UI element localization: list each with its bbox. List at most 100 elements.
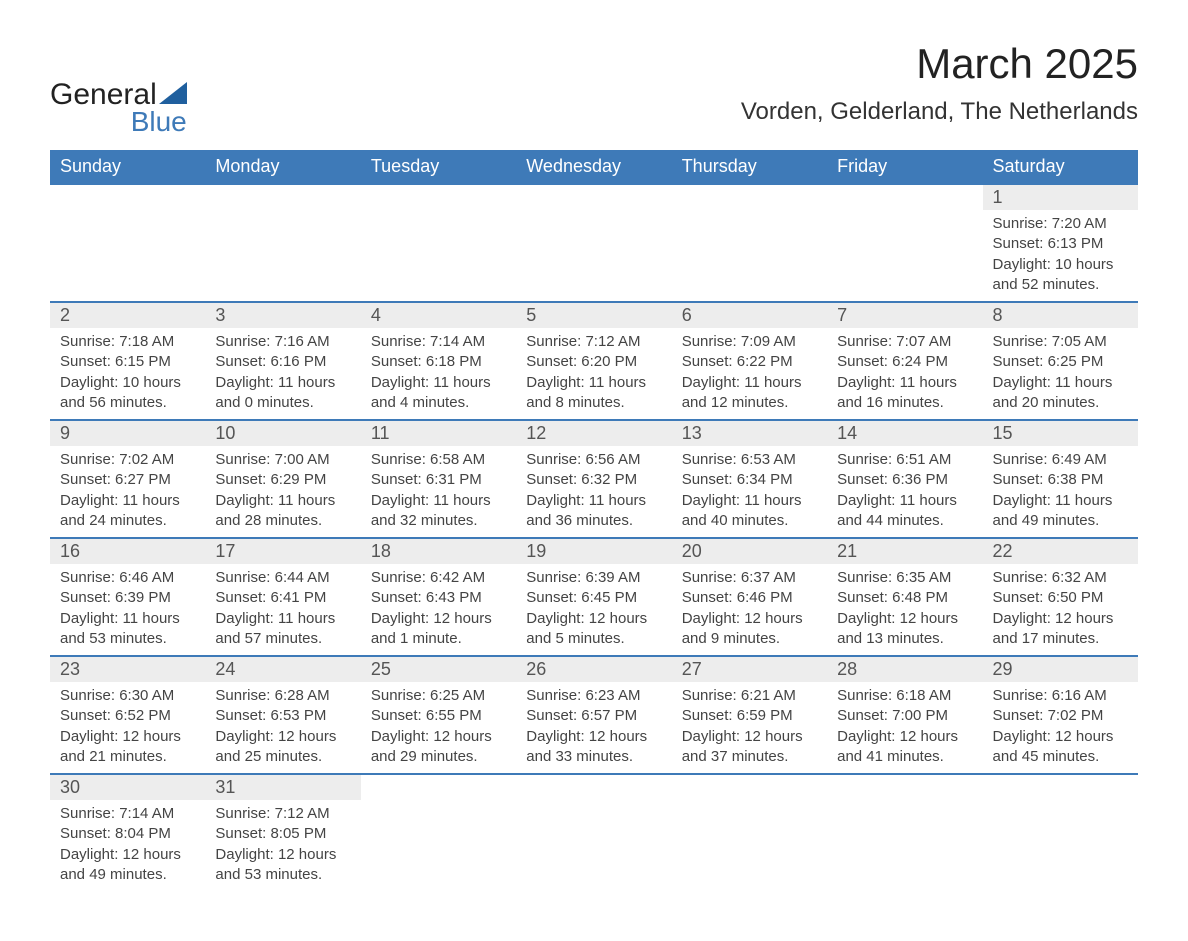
sunrise-text: Sunrise: 6:44 AM [215, 568, 350, 588]
title-block: March 2025 Vorden, Gelderland, The Nethe… [741, 40, 1138, 126]
daylight-text: Daylight: 11 hours and 4 minutes. [371, 373, 506, 414]
day-number: 19 [516, 539, 671, 564]
day-cell: 14Sunrise: 6:51 AMSunset: 6:36 PMDayligh… [827, 419, 982, 537]
day-cell-empty [205, 183, 360, 301]
sunrise-text: Sunrise: 6:42 AM [371, 568, 506, 588]
day-details: Sunrise: 6:37 AMSunset: 6:46 PMDaylight:… [672, 564, 827, 649]
day-number: 8 [983, 303, 1138, 328]
day-number: 3 [205, 303, 360, 328]
daylight-text: Daylight: 12 hours and 21 minutes. [60, 727, 195, 768]
sunset-text: Sunset: 6:22 PM [682, 352, 817, 372]
day-cell: 17Sunrise: 6:44 AMSunset: 6:41 PMDayligh… [205, 537, 360, 655]
brand-part1: General [50, 78, 157, 111]
sunset-text: Sunset: 6:57 PM [526, 706, 661, 726]
day-number: 22 [983, 539, 1138, 564]
sunset-text: Sunset: 6:18 PM [371, 352, 506, 372]
sunset-text: Sunset: 6:36 PM [837, 470, 972, 490]
daylight-text: Daylight: 12 hours and 1 minute. [371, 609, 506, 650]
sunset-text: Sunset: 6:59 PM [682, 706, 817, 726]
sunset-text: Sunset: 6:46 PM [682, 588, 817, 608]
daylight-text: Daylight: 12 hours and 33 minutes. [526, 727, 661, 768]
sunset-text: Sunset: 6:24 PM [837, 352, 972, 372]
day-cell: 3Sunrise: 7:16 AMSunset: 6:16 PMDaylight… [205, 301, 360, 419]
daylight-text: Daylight: 11 hours and 36 minutes. [526, 491, 661, 532]
day-cell: 12Sunrise: 6:56 AMSunset: 6:32 PMDayligh… [516, 419, 671, 537]
day-number: 12 [516, 421, 671, 446]
weekday-header: Friday [827, 150, 982, 183]
location-subtitle: Vorden, Gelderland, The Netherlands [741, 98, 1138, 126]
day-number: 16 [50, 539, 205, 564]
daylight-text: Daylight: 11 hours and 32 minutes. [371, 491, 506, 532]
daylight-text: Daylight: 12 hours and 53 minutes. [215, 845, 350, 886]
day-cell-empty [672, 183, 827, 301]
day-details: Sunrise: 7:20 AMSunset: 6:13 PMDaylight:… [983, 210, 1138, 295]
daylight-text: Daylight: 12 hours and 49 minutes. [60, 845, 195, 886]
day-details: Sunrise: 6:25 AMSunset: 6:55 PMDaylight:… [361, 682, 516, 767]
day-number: 14 [827, 421, 982, 446]
day-details: Sunrise: 6:16 AMSunset: 7:02 PMDaylight:… [983, 682, 1138, 767]
sunset-text: Sunset: 6:13 PM [993, 234, 1128, 254]
day-cell: 23Sunrise: 6:30 AMSunset: 6:52 PMDayligh… [50, 655, 205, 773]
day-details: Sunrise: 6:30 AMSunset: 6:52 PMDaylight:… [50, 682, 205, 767]
day-details: Sunrise: 6:56 AMSunset: 6:32 PMDaylight:… [516, 446, 671, 531]
sunset-text: Sunset: 8:04 PM [60, 824, 195, 844]
day-number: 7 [827, 303, 982, 328]
day-details: Sunrise: 6:21 AMSunset: 6:59 PMDaylight:… [672, 682, 827, 767]
day-cell: 10Sunrise: 7:00 AMSunset: 6:29 PMDayligh… [205, 419, 360, 537]
sunset-text: Sunset: 6:25 PM [993, 352, 1128, 372]
daylight-text: Daylight: 12 hours and 41 minutes. [837, 727, 972, 768]
day-details: Sunrise: 7:05 AMSunset: 6:25 PMDaylight:… [983, 328, 1138, 413]
sunrise-text: Sunrise: 7:00 AM [215, 450, 350, 470]
sunrise-text: Sunrise: 6:30 AM [60, 686, 195, 706]
sunrise-text: Sunrise: 7:07 AM [837, 332, 972, 352]
brand-logo: General Blue [50, 80, 187, 136]
daylight-text: Daylight: 12 hours and 29 minutes. [371, 727, 506, 768]
weekday-header: Saturday [983, 150, 1138, 183]
daylight-text: Daylight: 11 hours and 12 minutes. [682, 373, 817, 414]
day-details: Sunrise: 7:18 AMSunset: 6:15 PMDaylight:… [50, 328, 205, 413]
day-details: Sunrise: 6:32 AMSunset: 6:50 PMDaylight:… [983, 564, 1138, 649]
brand-part2: Blue [50, 108, 187, 136]
sunset-text: Sunset: 6:29 PM [215, 470, 350, 490]
day-details: Sunrise: 6:46 AMSunset: 6:39 PMDaylight:… [50, 564, 205, 649]
day-cell-empty [361, 773, 516, 891]
day-cell-empty [827, 183, 982, 301]
day-cell-empty [983, 773, 1138, 891]
day-details: Sunrise: 7:12 AMSunset: 8:05 PMDaylight:… [205, 800, 360, 885]
sunrise-text: Sunrise: 6:21 AM [682, 686, 817, 706]
day-number: 29 [983, 657, 1138, 682]
sunrise-text: Sunrise: 6:46 AM [60, 568, 195, 588]
sunrise-text: Sunrise: 6:56 AM [526, 450, 661, 470]
day-cell-empty [672, 773, 827, 891]
day-number: 23 [50, 657, 205, 682]
day-cell: 27Sunrise: 6:21 AMSunset: 6:59 PMDayligh… [672, 655, 827, 773]
daylight-text: Daylight: 11 hours and 44 minutes. [837, 491, 972, 532]
weekday-header-row: SundayMondayTuesdayWednesdayThursdayFrid… [50, 150, 1138, 183]
sunset-text: Sunset: 6:20 PM [526, 352, 661, 372]
day-number: 28 [827, 657, 982, 682]
day-number: 13 [672, 421, 827, 446]
day-number: 1 [983, 185, 1138, 210]
day-details: Sunrise: 7:16 AMSunset: 6:16 PMDaylight:… [205, 328, 360, 413]
day-number: 27 [672, 657, 827, 682]
sunrise-text: Sunrise: 7:20 AM [993, 214, 1128, 234]
day-details: Sunrise: 6:18 AMSunset: 7:00 PMDaylight:… [827, 682, 982, 767]
day-number: 30 [50, 775, 205, 800]
day-cell: 31Sunrise: 7:12 AMSunset: 8:05 PMDayligh… [205, 773, 360, 891]
weeks-container: 1Sunrise: 7:20 AMSunset: 6:13 PMDaylight… [50, 183, 1138, 891]
sunset-text: Sunset: 8:05 PM [215, 824, 350, 844]
day-cell: 9Sunrise: 7:02 AMSunset: 6:27 PMDaylight… [50, 419, 205, 537]
day-cell: 16Sunrise: 6:46 AMSunset: 6:39 PMDayligh… [50, 537, 205, 655]
day-cell-empty [50, 183, 205, 301]
day-details: Sunrise: 6:58 AMSunset: 6:31 PMDaylight:… [361, 446, 516, 531]
sunrise-text: Sunrise: 6:53 AM [682, 450, 817, 470]
day-details: Sunrise: 7:00 AMSunset: 6:29 PMDaylight:… [205, 446, 360, 531]
day-number: 18 [361, 539, 516, 564]
sunrise-text: Sunrise: 6:58 AM [371, 450, 506, 470]
sunrise-text: Sunrise: 7:12 AM [526, 332, 661, 352]
day-number: 21 [827, 539, 982, 564]
daylight-text: Daylight: 10 hours and 56 minutes. [60, 373, 195, 414]
day-details: Sunrise: 6:39 AMSunset: 6:45 PMDaylight:… [516, 564, 671, 649]
sunrise-text: Sunrise: 6:23 AM [526, 686, 661, 706]
sunset-text: Sunset: 6:41 PM [215, 588, 350, 608]
